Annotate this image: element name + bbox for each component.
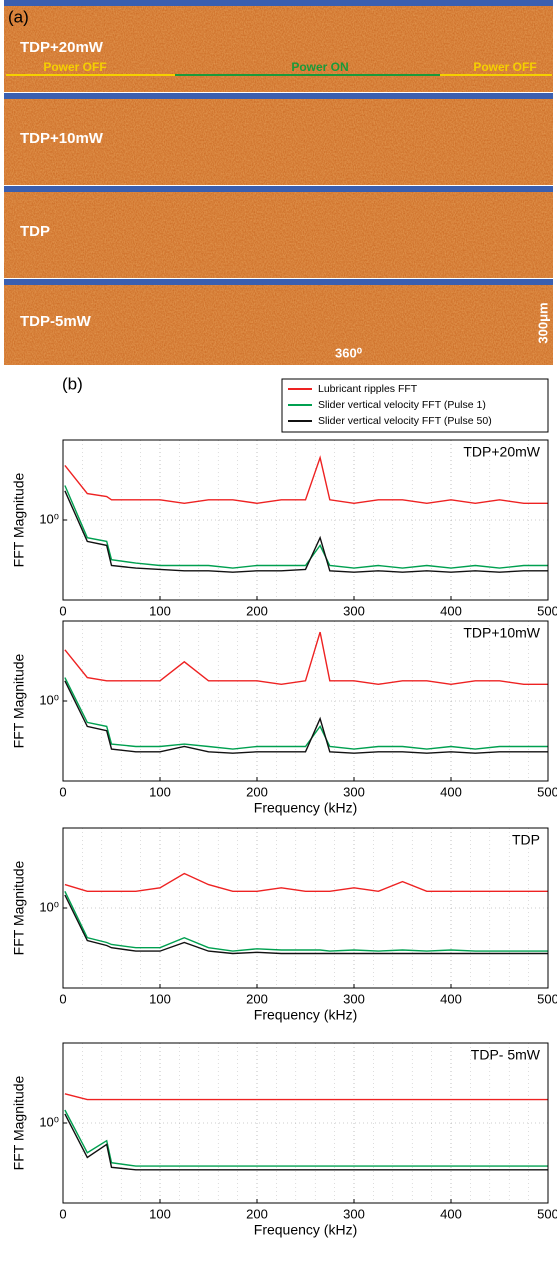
strip-titlebar (4, 0, 553, 6)
x-tick-label: 500 (537, 784, 557, 799)
x-tick-label: 200 (246, 991, 268, 1006)
legend-entry: Slider vertical velocity FFT (Pulse 1) (318, 399, 486, 411)
power-label: Power ON (291, 60, 348, 74)
x-tick-label: 100 (149, 784, 171, 799)
x-axis-label: Frequency (kHz) (254, 800, 357, 816)
series-line (64, 631, 548, 686)
legend-entry: Lubricant ripples FFT (318, 383, 418, 395)
strip-titlebar (4, 186, 553, 192)
x-tick-label: 0 (59, 784, 66, 799)
annotation: TDP+10mW (463, 625, 540, 641)
y-tick-label: 10⁰ (39, 511, 59, 526)
x-tick-label: 0 (59, 603, 66, 618)
x-tick-label: 500 (537, 991, 557, 1006)
x-tick-label: 100 (149, 1206, 171, 1221)
strip-titlebar (4, 93, 553, 99)
strip-texture (4, 0, 553, 92)
y-tick-label: 10⁰ (39, 899, 59, 914)
series-line (64, 485, 548, 569)
annotation: TDP+20mW (463, 444, 540, 460)
legend-entry: Slider vertical velocity FFT (Pulse 50) (318, 415, 492, 427)
strip-label: TDP+10mW (20, 130, 104, 147)
x-tick-label: 200 (246, 603, 268, 618)
x-tick-label: 100 (149, 991, 171, 1006)
x-tick-label: 200 (246, 1206, 268, 1221)
annotation: TDP- 5mW (471, 1047, 541, 1063)
y-axis-label: FFT Magnitude (11, 860, 27, 955)
strip-label: TDP-5mW (20, 313, 92, 330)
x-axis-label: Frequency (kHz) (254, 1007, 357, 1023)
x-tick-label: 0 (59, 1206, 66, 1221)
x-tick-label: 400 (440, 1206, 462, 1221)
x-tick-label: 300 (343, 603, 365, 618)
series-line (64, 490, 548, 573)
panel-label: (b) (62, 374, 83, 393)
strip-texture (4, 186, 553, 278)
strip-texture (4, 279, 553, 365)
strip-label: TDP (20, 223, 50, 240)
series-line (64, 677, 548, 750)
x-axis-label: Frequency (kHz) (254, 1222, 357, 1238)
series-line (64, 872, 548, 893)
y-axis-label: FFT Magnitude (11, 472, 27, 567)
strip-texture (4, 93, 553, 185)
series-line (64, 890, 548, 952)
series-line (64, 455, 548, 505)
x-tick-label: 0 (59, 991, 66, 1006)
series-line (64, 894, 548, 955)
annotation: TDP (512, 832, 540, 848)
series-line (64, 680, 548, 754)
x-tick-label: 300 (343, 991, 365, 1006)
x-tick-label: 400 (440, 991, 462, 1006)
x-tick-label: 500 (537, 603, 557, 618)
series-line (64, 1093, 548, 1101)
y-axis-label: FFT Magnitude (11, 1075, 27, 1170)
x-tick-label: 300 (343, 784, 365, 799)
strip-label: TDP+20mW (20, 39, 104, 56)
x-tick-label: 400 (440, 784, 462, 799)
x-tick-label: 500 (537, 1206, 557, 1221)
y-tick-label: 10⁰ (39, 1114, 59, 1129)
power-label: Power OFF (43, 60, 106, 74)
panel-label: (a) (8, 7, 29, 26)
x-tick-label: 200 (246, 784, 268, 799)
power-label: Power OFF (473, 60, 536, 74)
scale-label: 300μm (535, 302, 550, 343)
y-axis-label: FFT Magnitude (11, 653, 27, 748)
series-line (64, 1109, 548, 1167)
x-tick-label: 300 (343, 1206, 365, 1221)
x-tick-label: 400 (440, 603, 462, 618)
legend-box (281, 378, 549, 433)
strip-titlebar (4, 279, 553, 285)
x-tick-label: 100 (149, 603, 171, 618)
y-tick-label: 10⁰ (39, 692, 59, 707)
series-line (64, 1113, 548, 1171)
angle-label: 360⁰ (335, 345, 363, 360)
